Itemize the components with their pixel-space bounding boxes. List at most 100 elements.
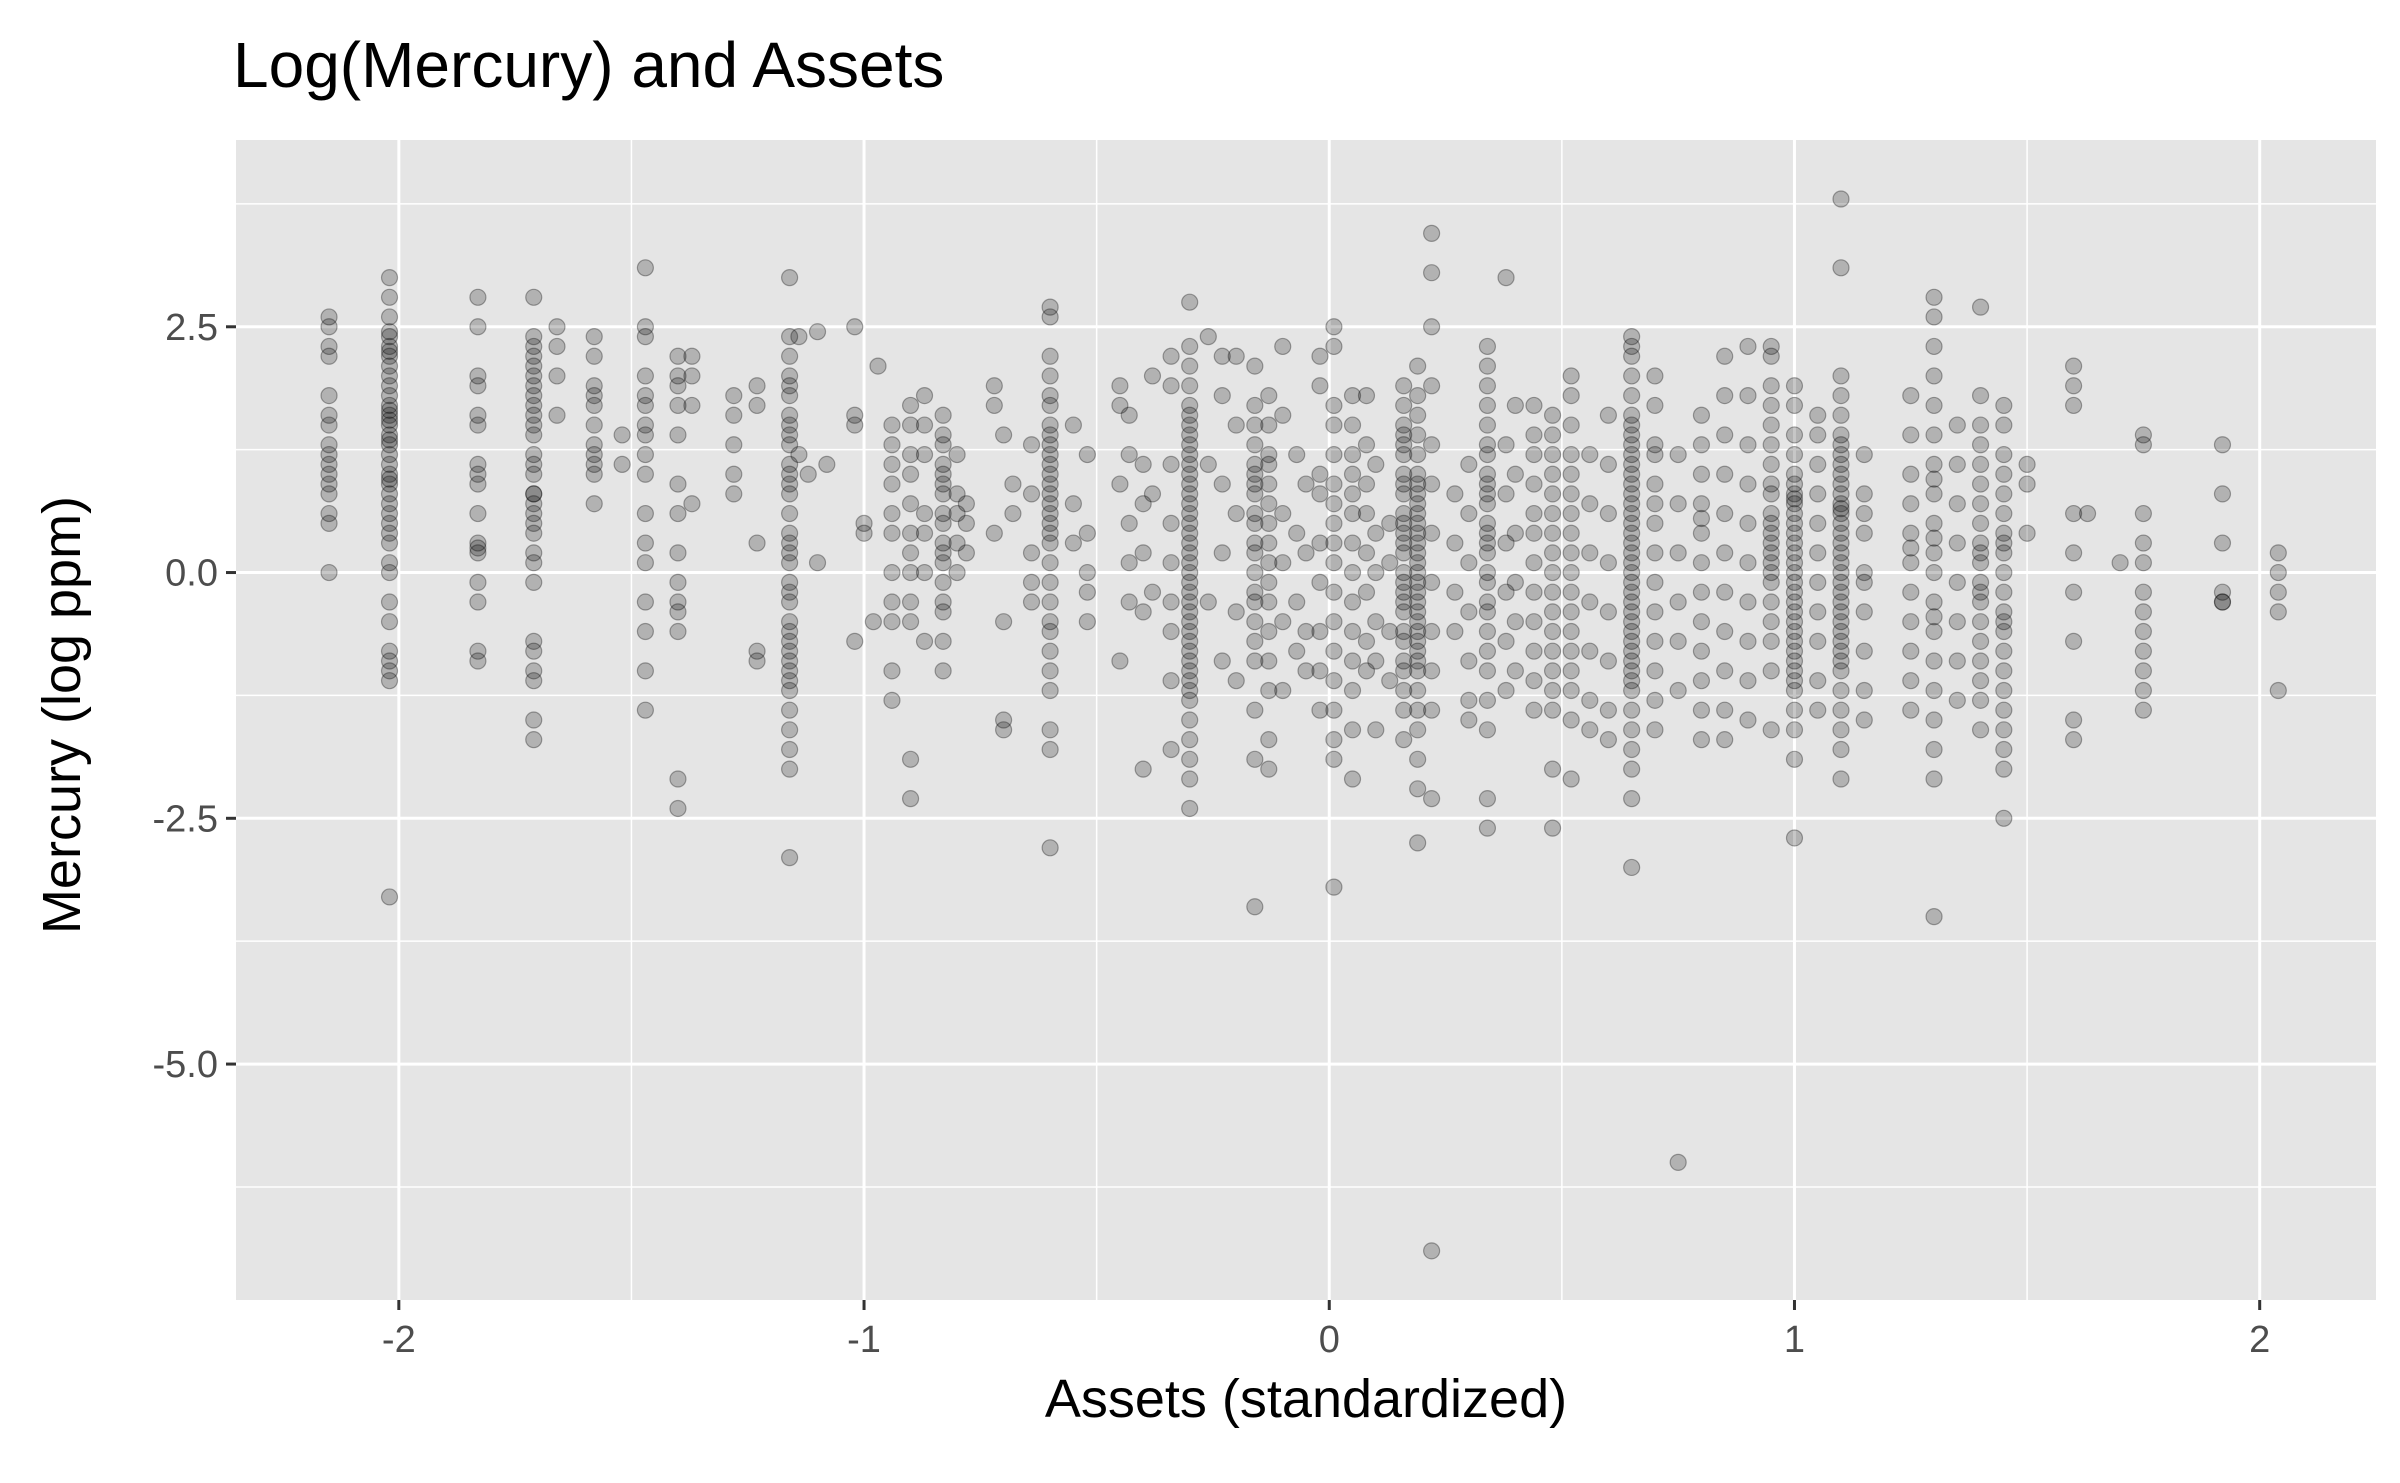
data-point — [781, 465, 799, 483]
data-point — [1497, 436, 1515, 454]
data-point — [725, 406, 743, 424]
data-point — [380, 367, 399, 385]
data-point — [883, 475, 901, 493]
data-point — [1367, 455, 1385, 474]
data-point — [1543, 583, 1562, 601]
data-point — [1120, 554, 1138, 572]
data-point — [1832, 593, 1850, 611]
data-point — [585, 396, 603, 415]
data-point — [901, 524, 920, 542]
data-point — [1925, 908, 1943, 926]
data-point — [1311, 377, 1329, 395]
data-point — [1762, 544, 1780, 562]
data-point — [1460, 652, 1478, 670]
data-point — [1274, 337, 1292, 356]
data-point — [1357, 475, 1376, 493]
data-point — [901, 593, 920, 611]
data-point — [2213, 593, 2232, 611]
data-point — [1832, 770, 1850, 788]
data-point — [1381, 514, 1399, 532]
data-point — [1902, 524, 1920, 542]
data-point — [1478, 622, 1497, 641]
data-point — [1762, 593, 1780, 611]
data-point — [585, 328, 603, 346]
data-point — [1785, 534, 1804, 552]
data-point — [1785, 642, 1804, 660]
data-point — [380, 337, 399, 356]
data-point — [1669, 445, 1687, 464]
data-point — [1995, 603, 2013, 621]
data-point — [1120, 593, 1138, 611]
data-point — [1227, 416, 1245, 434]
data-point — [1506, 613, 1524, 631]
data-point — [1995, 524, 2013, 542]
data-point — [1995, 740, 2013, 759]
data-point — [613, 426, 631, 444]
data-point — [1409, 573, 1427, 591]
data-point — [1809, 426, 1827, 444]
data-point — [1762, 475, 1780, 493]
data-point — [748, 642, 766, 660]
data-point — [1623, 514, 1641, 532]
data-point — [1357, 504, 1376, 523]
data-point — [1395, 632, 1413, 650]
data-point — [1343, 563, 1362, 582]
data-point — [1409, 652, 1427, 670]
data-point — [1995, 642, 2013, 660]
data-point — [2134, 662, 2152, 680]
data-point — [636, 465, 654, 483]
data-point — [781, 701, 799, 719]
data-point — [1423, 475, 1441, 493]
data-point — [1357, 544, 1376, 562]
data-point — [1246, 455, 1264, 474]
data-point — [1246, 485, 1264, 503]
data-point — [781, 583, 799, 601]
data-point — [585, 465, 603, 483]
data-point — [469, 642, 487, 660]
data-point — [1213, 544, 1231, 562]
data-point — [1297, 544, 1315, 562]
data-point — [1022, 573, 1041, 591]
data-point — [1478, 485, 1497, 503]
data-point — [525, 524, 543, 542]
data-point — [1785, 593, 1804, 611]
data-point — [548, 406, 566, 424]
data-point — [1525, 475, 1543, 493]
data-point — [1832, 721, 1850, 739]
data-point — [1543, 426, 1562, 444]
data-point — [525, 495, 543, 513]
y-tick-label: -2.5 — [153, 798, 218, 840]
data-point — [1343, 770, 1362, 788]
data-point — [1925, 529, 1943, 547]
data-point — [1543, 445, 1562, 464]
data-point — [1181, 504, 1199, 523]
data-point — [1409, 613, 1427, 631]
data-point — [1669, 632, 1687, 650]
data-point — [1809, 455, 1827, 474]
data-point — [1041, 445, 1059, 464]
data-point — [781, 672, 799, 690]
data-point — [1809, 544, 1827, 562]
data-point — [1599, 731, 1617, 749]
data-point — [1409, 834, 1427, 852]
data-point — [1739, 337, 1757, 356]
data-point — [1395, 396, 1413, 415]
data-point — [1785, 563, 1804, 582]
data-point — [1623, 573, 1641, 591]
data-point — [1832, 613, 1850, 631]
data-point — [1562, 524, 1580, 542]
data-point — [725, 386, 743, 405]
data-point — [1041, 308, 1059, 326]
data-point — [1134, 760, 1152, 778]
data-point — [1260, 514, 1278, 532]
data-point — [781, 534, 799, 552]
data-point — [1395, 583, 1413, 601]
data-point — [901, 416, 920, 434]
data-point — [1409, 583, 1427, 601]
data-point — [957, 514, 975, 532]
data-point — [2213, 436, 2232, 454]
data-point — [1762, 721, 1780, 739]
data-point — [1623, 337, 1641, 356]
data-point — [1357, 632, 1376, 650]
